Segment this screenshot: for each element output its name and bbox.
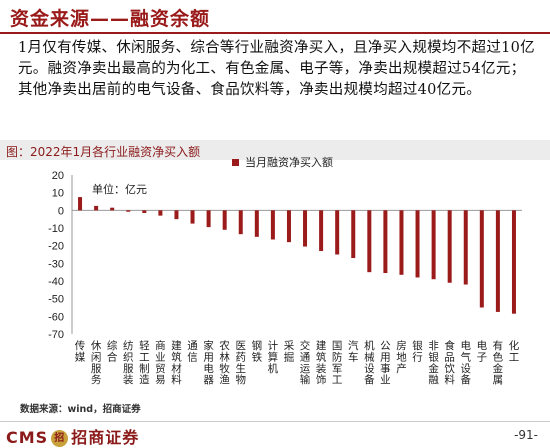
x-tick-label: 机械设备 (364, 339, 375, 386)
x-tick-label: 计算机 (268, 339, 279, 375)
logo-badge-icon: 招 (51, 430, 69, 447)
y-tick-label: -50 (48, 294, 64, 306)
bar (190, 210, 195, 224)
bar (286, 210, 291, 243)
page-number: -91- (514, 428, 538, 442)
y-tick-label: -60 (48, 311, 64, 323)
bar (303, 210, 308, 247)
y-tick-label: 0 (58, 205, 64, 217)
x-tick-label: 建筑材料 (171, 339, 182, 386)
bar (254, 210, 259, 237)
company-logo: CMS 招招商证券 (6, 424, 139, 448)
bar (415, 210, 420, 278)
data-source-note: 数据来源：wind，招商证券 (20, 404, 141, 415)
bar (431, 210, 436, 280)
bar (367, 210, 372, 273)
x-tick-label: 纺织服装 (123, 339, 134, 386)
bar (335, 210, 340, 255)
x-tick-label: 银行 (412, 339, 423, 363)
x-tick-label: 建筑装饰 (316, 339, 327, 386)
x-tick-label: 有色金属 (493, 339, 504, 386)
y-tick-label: -10 (48, 223, 64, 235)
x-tick-label: 电气设备 (461, 339, 472, 386)
x-tick-label: 通信 (187, 340, 198, 363)
x-tick-label: 电子 (477, 339, 488, 363)
x-tick-label: 汽车 (348, 339, 359, 363)
legend-swatch (232, 159, 239, 166)
x-tick-label: 交通运输 (300, 339, 311, 386)
bar (495, 210, 500, 312)
bar (511, 210, 516, 314)
x-tick-label: 钢铁 (252, 339, 263, 363)
bar (351, 210, 356, 259)
x-tick-label: 公用事业 (380, 340, 391, 386)
y-tick-label: 10 (52, 188, 64, 200)
bar (158, 210, 163, 216)
bar (479, 210, 484, 308)
bar (174, 210, 179, 220)
bar (447, 210, 452, 283)
y-tick-label: 20 (52, 170, 64, 182)
x-tick-label: 国防军工 (332, 340, 343, 386)
x-tick-label: 房地产 (396, 339, 407, 375)
x-tick-label: 传媒 (75, 340, 86, 363)
figure-title: 图：2022年1月各行业融资净买入额 (6, 145, 201, 159)
y-tick-label: -40 (48, 276, 64, 288)
y-tick-label: -70 (48, 329, 64, 341)
x-tick-label: 食品饮料 (444, 339, 455, 386)
bar (463, 210, 468, 285)
bar (222, 210, 227, 230)
x-tick-label: 综合 (107, 339, 118, 363)
logo-brand-name: 招商证券 (71, 428, 140, 447)
x-tick-label: 商业贸易 (155, 339, 166, 386)
bar (399, 210, 404, 275)
x-tick-label: 非银金融 (428, 340, 439, 386)
bar (270, 210, 275, 240)
x-tick-label: 休闲服务 (91, 340, 102, 386)
slide-title: 资金来源——融资余额 (10, 8, 211, 30)
summary-paragraph: 1月仅有传媒、休闲服务、综合等行业融资净买入，且净买入规模均不超过10亿元。融资… (18, 40, 535, 98)
y-tick-label: -30 (48, 258, 64, 270)
bar (319, 210, 324, 251)
logo-text: CMS (6, 428, 49, 447)
bar (206, 210, 211, 228)
bar (238, 210, 243, 235)
title-divider (0, 32, 550, 34)
x-tick-label: 采掘 (284, 340, 295, 363)
figure-header-band (0, 140, 550, 160)
y-tick-label: -20 (48, 241, 64, 253)
unit-label: 单位：亿元 (92, 182, 147, 196)
x-tick-label: 农林牧渔 (219, 339, 230, 386)
bar (110, 207, 115, 211)
bar (126, 210, 131, 212)
x-tick-label: 化工 (509, 339, 520, 363)
x-tick-label: 轻工制造 (139, 339, 150, 386)
footer-divider (0, 421, 550, 422)
x-tick-label: 家用电器 (203, 339, 214, 386)
x-tick-label: 医药生物 (236, 340, 247, 386)
bar (383, 210, 388, 274)
legend-label: 当月融资净买入额 (245, 155, 333, 169)
bar (142, 210, 147, 213)
bar (78, 197, 83, 211)
bar (94, 205, 99, 211)
